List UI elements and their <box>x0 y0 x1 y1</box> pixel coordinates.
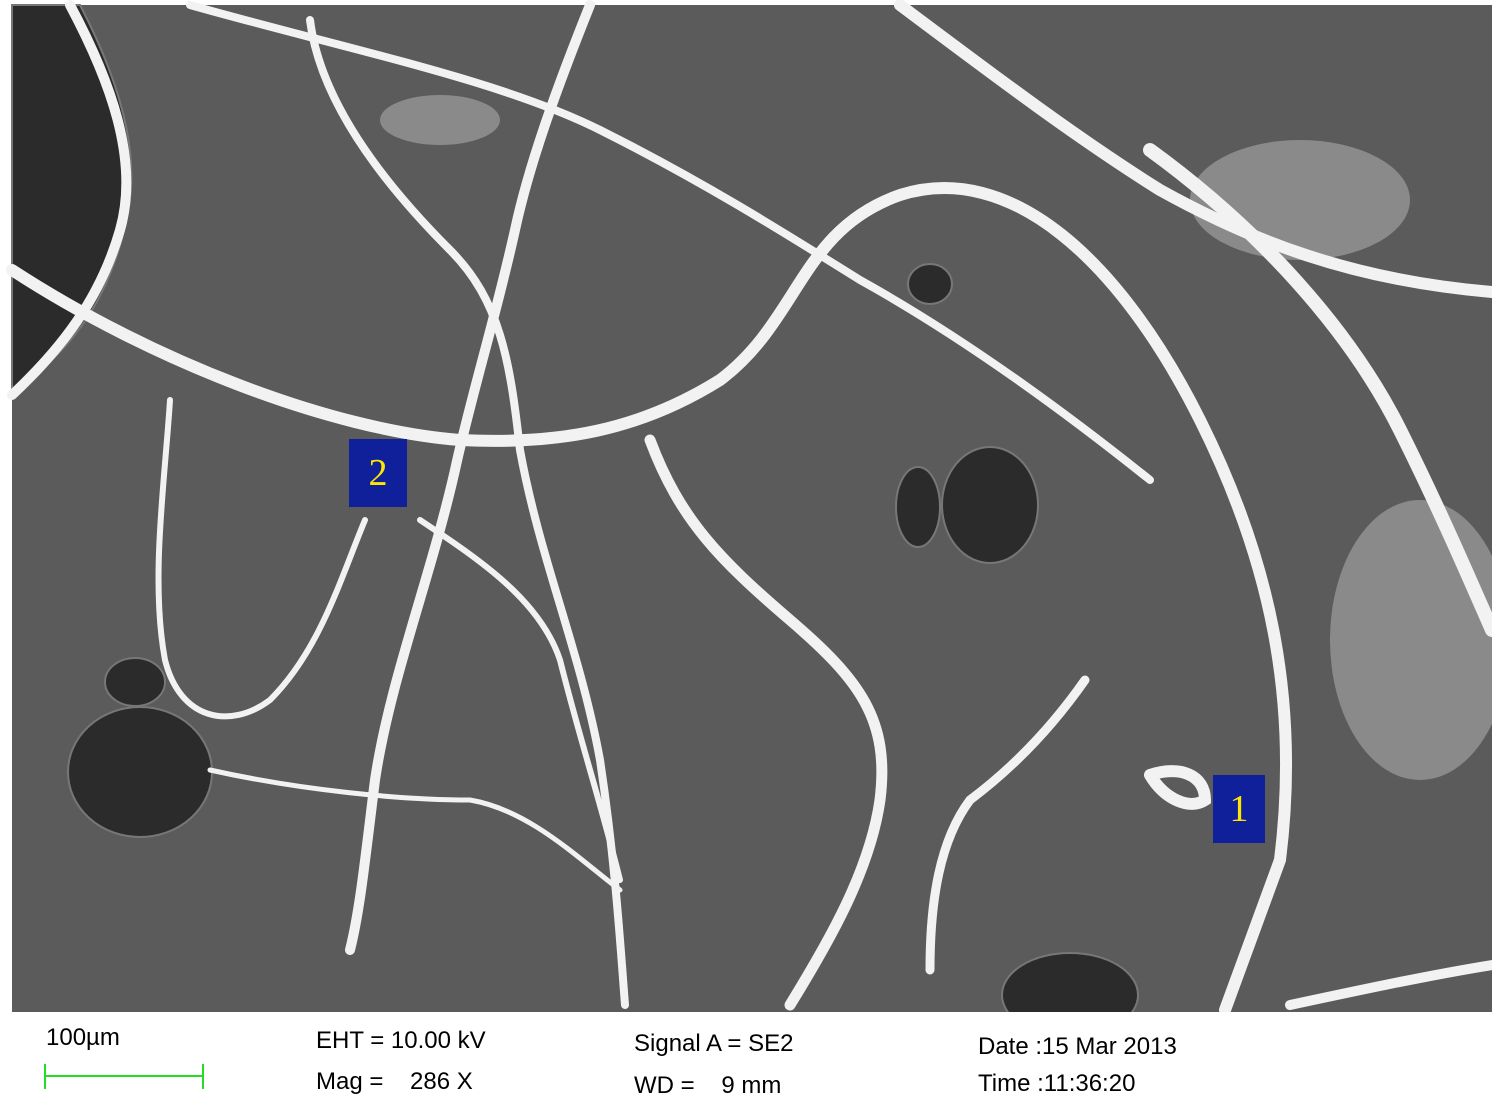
scale-bar <box>44 1064 204 1089</box>
time: Time :11:36:20 <box>978 1070 1136 1097</box>
fiber <box>155 397 368 720</box>
mag: Mag = 286 X <box>316 1068 473 1095</box>
fiber <box>186 1 1154 484</box>
wd: WD = 9 mm <box>634 1072 782 1099</box>
hole <box>1001 952 1139 1012</box>
fiber <box>925 675 1090 975</box>
fiber <box>417 517 623 883</box>
light-patch <box>1330 500 1492 780</box>
hole <box>941 446 1039 564</box>
date: Date :15 Mar 2013 <box>978 1033 1177 1060</box>
hole <box>895 466 941 548</box>
fiber <box>644 434 888 1011</box>
micrograph <box>6 0 1492 1012</box>
marker: 2 <box>349 439 407 507</box>
fiber <box>7 0 132 400</box>
signal: Signal A = SE2 <box>634 1030 794 1057</box>
fiber <box>345 0 595 955</box>
eht: EHT = 10.00 kV <box>316 1027 486 1054</box>
light-patch <box>380 95 500 145</box>
fiber <box>6 182 1293 1012</box>
fiber <box>894 0 1492 298</box>
fiber <box>1143 143 1492 637</box>
hole <box>907 263 953 305</box>
fiber <box>1285 960 1492 1010</box>
fibers <box>6 0 1492 1012</box>
hole <box>104 657 166 707</box>
fiber <box>207 767 623 893</box>
scale-bar-label: 100µm <box>46 1024 120 1051</box>
hole <box>67 706 213 838</box>
marker: 1 <box>1213 775 1265 843</box>
fiber <box>1144 765 1212 810</box>
